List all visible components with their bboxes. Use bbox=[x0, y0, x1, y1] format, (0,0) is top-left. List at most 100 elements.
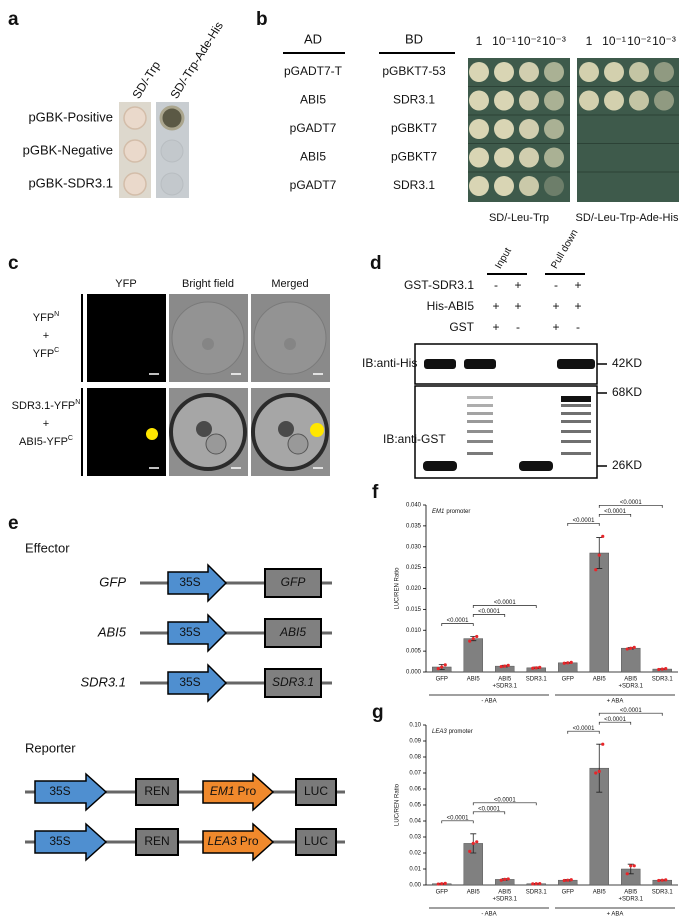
promoter-arrow bbox=[202, 772, 275, 812]
gene-label: ABI5 bbox=[279, 625, 306, 639]
data-point bbox=[664, 667, 668, 671]
organelle bbox=[205, 433, 227, 455]
row-label: YFPC bbox=[33, 347, 59, 360]
band bbox=[467, 404, 493, 407]
promoter-arrow bbox=[34, 772, 108, 812]
row-label: + bbox=[43, 330, 49, 342]
x-tick-label: SDR3.1 bbox=[526, 890, 548, 896]
band bbox=[561, 430, 591, 433]
annotation-gene: LEA3 bbox=[432, 729, 447, 735]
data-point bbox=[499, 878, 503, 882]
row-label-sup: N bbox=[54, 311, 59, 318]
y-tick-label: 0.030 bbox=[406, 544, 422, 550]
organelle bbox=[278, 421, 294, 437]
y-tick-label: 0.05 bbox=[409, 803, 421, 809]
bd-label: pGBKT7 bbox=[391, 150, 437, 164]
row-label: SDR3.1-YFPN bbox=[12, 399, 81, 412]
sign: + bbox=[514, 278, 521, 292]
band bbox=[561, 412, 591, 415]
yfp-signal bbox=[310, 423, 324, 437]
significance-label: <0.0001 bbox=[478, 609, 501, 615]
band bbox=[467, 452, 493, 455]
yeast-spot bbox=[494, 62, 514, 82]
blot-label: IB:anti-His bbox=[362, 356, 417, 370]
band bbox=[561, 440, 591, 443]
data-point bbox=[440, 882, 444, 886]
dilution-label: 1 bbox=[476, 34, 483, 48]
significance-label: <0.0001 bbox=[573, 518, 596, 524]
dilution-label: 10⁻³ bbox=[542, 34, 566, 48]
medium-label: SD/-Leu-Trp-Ade-His bbox=[576, 212, 679, 224]
promoter-arrow bbox=[202, 822, 275, 862]
x-tick-label: ABI5 bbox=[624, 890, 638, 896]
row-label: ABI5-YFPC bbox=[19, 435, 73, 448]
section-title: Effector bbox=[25, 540, 70, 555]
x-tick-label: +SDR3.1 bbox=[492, 897, 517, 903]
sign: + bbox=[552, 299, 559, 313]
yeast-spot bbox=[494, 147, 514, 168]
bd-label: SDR3.1 bbox=[393, 93, 435, 107]
annotation: EM1 promoter bbox=[432, 509, 470, 515]
yeast-spot bbox=[469, 176, 489, 196]
yeast-spot bbox=[469, 90, 489, 111]
column-header: Merged bbox=[271, 278, 308, 290]
ad-label: ABI5 bbox=[300, 93, 326, 107]
gene-label: SDR3.1 bbox=[272, 675, 314, 689]
column-label: SD/-Trp-Ade-His bbox=[167, 19, 226, 101]
x-tick-label: ABI5 bbox=[498, 890, 512, 896]
dilution-label: 10⁻² bbox=[517, 34, 541, 48]
error-bar bbox=[596, 537, 603, 569]
panel-label: e bbox=[8, 513, 19, 534]
significance-bracket bbox=[598, 513, 632, 517]
x-tick-label: ABI5 bbox=[498, 677, 512, 683]
y-tick-label: 0.07 bbox=[409, 771, 421, 777]
promoter-gene: EM1 bbox=[210, 784, 235, 798]
yeast-spot bbox=[469, 147, 489, 168]
significance-label: <0.0001 bbox=[604, 509, 627, 515]
group-label: Input bbox=[493, 246, 514, 271]
medium-label: SD/-Leu-Trp bbox=[489, 212, 549, 224]
row-label-sup: C bbox=[54, 347, 59, 354]
yeast-spot bbox=[544, 176, 564, 196]
ad-label: ABI5 bbox=[300, 150, 326, 164]
ad-label: pGADT7-T bbox=[284, 64, 343, 78]
band bbox=[561, 404, 591, 407]
yeast-spot bbox=[604, 62, 624, 82]
x-tick-label: +SDR3.1 bbox=[618, 684, 643, 690]
yeast-spot bbox=[160, 172, 184, 196]
bd-label: SDR3.1 bbox=[393, 178, 435, 192]
y-tick-label: 0.06 bbox=[409, 787, 421, 793]
organelle bbox=[196, 421, 212, 437]
data-point bbox=[538, 881, 542, 886]
gene-box bbox=[295, 778, 337, 806]
data-point bbox=[475, 840, 479, 844]
data-point bbox=[594, 771, 598, 775]
row-label: YFPN bbox=[33, 311, 59, 324]
data-point bbox=[506, 877, 510, 881]
row-label-text: + bbox=[43, 330, 49, 342]
significance-bracket bbox=[472, 811, 506, 815]
data-point bbox=[625, 872, 629, 876]
promoter-label: 35S bbox=[179, 625, 200, 639]
sign: - bbox=[576, 320, 580, 334]
yeast-spot bbox=[654, 90, 674, 111]
bar bbox=[621, 647, 641, 673]
column-header: Bright field bbox=[182, 278, 234, 290]
yeast-spot bbox=[123, 106, 147, 130]
yeast-spot bbox=[519, 119, 539, 139]
data-point bbox=[629, 646, 633, 650]
promoter-label: 35S bbox=[49, 784, 70, 798]
yeast-spot bbox=[629, 90, 649, 111]
y-axis-label: LUC/REN Ratio bbox=[395, 567, 401, 610]
y-tick-label: 0.02 bbox=[409, 851, 421, 857]
gene-box bbox=[295, 828, 337, 856]
promoter-suffix: Pro bbox=[240, 834, 259, 848]
data-point bbox=[569, 878, 573, 882]
row-label: pGBK-Negative bbox=[23, 142, 113, 157]
row-label-text: YFP bbox=[33, 312, 54, 324]
y-tick-label: 0.000 bbox=[406, 670, 422, 676]
significance-label: <0.0001 bbox=[604, 717, 627, 723]
significance-bracket bbox=[441, 820, 474, 824]
data-point bbox=[443, 663, 447, 667]
x-tick-label: GFP bbox=[436, 890, 448, 896]
